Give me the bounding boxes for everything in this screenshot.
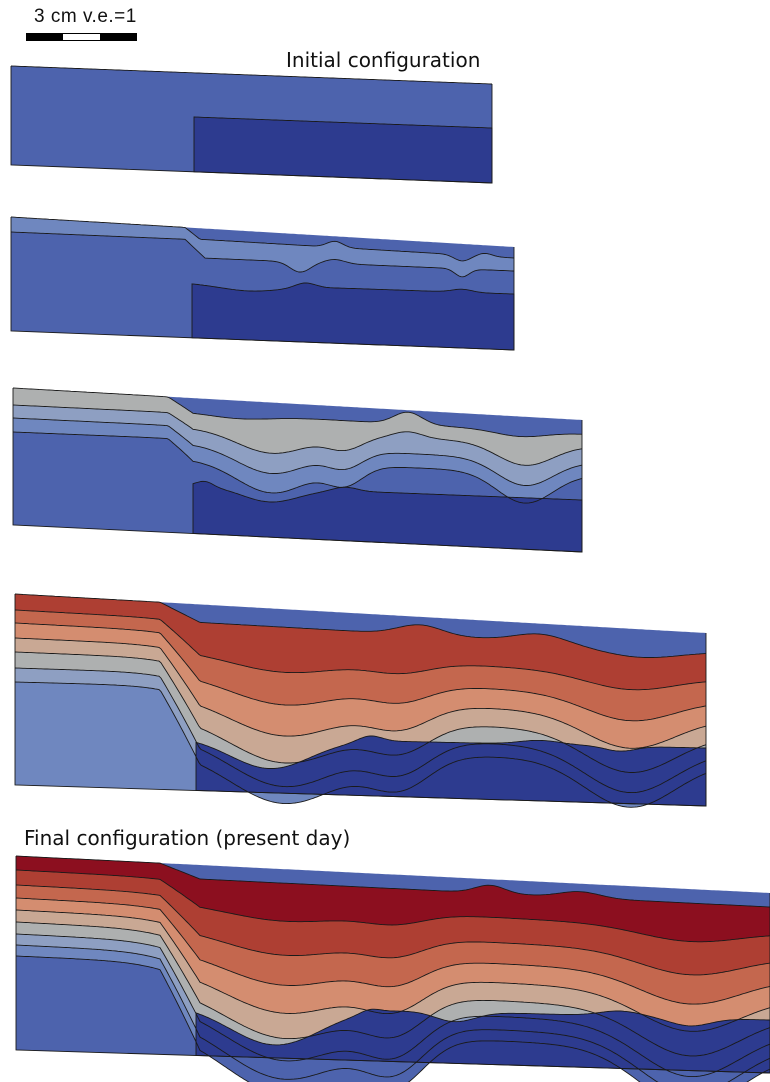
layer-boundary [10,231,514,278]
layer-boundary [14,637,707,749]
layer-boundary [15,855,770,908]
layer-boundary [14,667,707,794]
basement-block-right [195,735,707,807]
panel-stage-3 [12,387,583,553]
scale-bar-segment [63,34,100,40]
panel-initial-configuration [10,65,493,184]
panel-stage-4 [14,593,707,808]
layer-boundary [14,609,707,691]
panel-final-configuration [15,855,770,1082]
layer-boundary [12,404,583,466]
scale-bar-segment [99,34,136,40]
layer-boundary [10,65,492,85]
layer-boundary [15,869,770,943]
final-configuration-caption: Final configuration (present day) [24,826,351,850]
scale-bar-segment [27,34,64,40]
basement-block-right [193,116,493,184]
layer-boundary [15,955,770,1082]
panel-frame [10,66,493,184]
layer-boundary [14,622,707,722]
layer-boundary [14,651,707,773]
basement-block-right [192,480,583,553]
layer-boundary [12,417,583,486]
layer-boundary [15,884,770,976]
layer-boundary [15,944,770,1082]
layer-boundary [15,933,770,1078]
layer-boundary [14,681,707,808]
panel-stage-2 [10,216,515,351]
panel-frame [14,594,707,807]
scale-label: 3 cm v.e.=1 [34,6,137,27]
basement-block-right [191,282,515,351]
scale-bar [26,33,137,41]
layer-boundary [12,431,583,504]
panel-frame [15,856,770,1074]
layer-boundary [15,909,770,1032]
panel-frame [10,217,515,351]
panel-frame [12,388,583,553]
layer-boundary [14,593,706,658]
initial-configuration-caption: Initial configuration [286,48,481,72]
layer-boundary [10,216,515,262]
layer-boundary [12,387,583,438]
layer-boundary [15,921,770,1057]
layer-boundary [15,897,770,1005]
